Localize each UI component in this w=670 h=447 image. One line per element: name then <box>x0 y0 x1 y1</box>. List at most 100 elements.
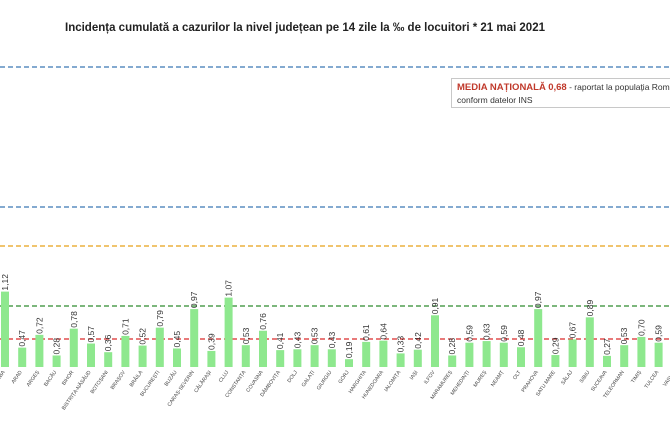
category-label-0: ALBA <box>0 369 7 384</box>
value-label-1: 0,47 <box>17 330 27 347</box>
value-label-35: 0,27 <box>602 338 612 355</box>
value-label-34: 0,89 <box>585 300 595 317</box>
value-label-6: 0,36 <box>103 334 113 351</box>
value-label-26: 0,28 <box>447 338 457 355</box>
bar-26 <box>448 355 457 367</box>
bar-33 <box>568 339 577 367</box>
value-label-19: 0,43 <box>327 331 337 348</box>
chart-title: Incidența cumulată a cazurilor la nivel … <box>65 22 545 34</box>
national-average-label: MEDIA NAȚIONALĂ <box>457 82 546 93</box>
category-label-39: VASLUI <box>662 370 670 388</box>
value-label-17: 0,43 <box>292 331 302 348</box>
bar-30 <box>517 347 525 367</box>
bar-1 <box>18 347 27 367</box>
category-label-28: MUREȘ <box>473 369 489 388</box>
category-label-20: GORJ <box>337 369 350 385</box>
bars <box>1 291 663 367</box>
value-label-8: 0,52 <box>138 328 148 345</box>
value-label-10: 0,45 <box>172 331 182 348</box>
bar-8 <box>138 345 147 367</box>
bar-7 <box>121 335 130 367</box>
category-label-12: CĂLĂRAȘI <box>193 369 213 394</box>
value-label-13: 1,07 <box>224 280 234 297</box>
category-label-33: SĂLAJ <box>559 369 574 386</box>
value-label-16: 0,41 <box>275 332 285 349</box>
value-label-22: 0,64 <box>378 323 388 340</box>
bar-6 <box>104 352 113 367</box>
value-label-30: 0,48 <box>516 329 526 346</box>
value-label-11: 0,97 <box>189 291 199 308</box>
bar-17 <box>293 349 302 367</box>
category-label-37: TIMIȘ <box>630 369 643 384</box>
bar-15 <box>259 330 267 367</box>
bar-16 <box>276 350 285 367</box>
bar-28 <box>482 341 491 367</box>
bar-21 <box>362 341 371 367</box>
national-average-source: conform datelor INS <box>457 95 533 105</box>
value-label-24: 0,42 <box>413 332 423 349</box>
value-label-0: 1,12 <box>0 274 10 291</box>
bar-9 <box>155 327 164 367</box>
value-labels: 1,12 0,47 0,72 0,28 0,78 0,57 0,36 0,71 0,52 0,79… <box>0 274 664 358</box>
value-label-28: 0,63 <box>482 323 492 340</box>
bar-14 <box>241 345 250 367</box>
category-label-38: TULCEA <box>644 369 661 390</box>
bar-23 <box>396 353 405 367</box>
category-label-34: SIBIU <box>579 370 592 385</box>
bar-24 <box>413 349 422 367</box>
bar-0 <box>1 291 9 367</box>
value-label-29: 0,59 <box>499 325 509 342</box>
category-label-6: BOTOȘANI <box>90 370 110 395</box>
category-label-2: ARGEȘ <box>26 369 42 388</box>
value-label-14: 0,53 <box>241 327 251 344</box>
bar-37 <box>637 336 646 367</box>
bar-22 <box>379 340 388 367</box>
category-label-5: BISTRIȚA-NĂSĂUD <box>60 369 93 411</box>
value-label-18: 0,53 <box>310 327 320 344</box>
category-labels: ALBA ARAD ARGEȘ BACĂU BIHORBISTRIȚA-NĂSĂUDBO… <box>0 369 670 412</box>
bar-20 <box>345 359 353 367</box>
category-label-29: NEAMȚ <box>490 369 506 388</box>
value-label-20: 0,19 <box>344 341 354 358</box>
value-label-2: 0,72 <box>34 317 44 334</box>
category-label-7: BRAȘOV <box>110 369 128 391</box>
bar-32 <box>551 355 560 367</box>
value-label-5: 0,57 <box>86 326 96 343</box>
value-label-27: 0,59 <box>464 325 474 342</box>
category-label-19: GIURGIU <box>316 370 334 392</box>
bar-2 <box>35 334 44 367</box>
category-label-10: BUZĂU <box>163 369 179 388</box>
bar-18 <box>310 345 319 367</box>
category-label-8: BRĂILA <box>128 369 145 389</box>
category-label-13: CLUJ <box>218 369 231 383</box>
value-label-23: 0,33 <box>396 336 406 353</box>
bar-12 <box>207 350 216 367</box>
value-label-25: 0,91 <box>430 297 440 314</box>
bar-19 <box>327 349 336 367</box>
value-label-12: 0,39 <box>206 333 216 350</box>
bar-27 <box>465 342 474 367</box>
category-label-18: GALAȚI <box>301 370 316 389</box>
value-label-3: 0,28 <box>52 338 62 355</box>
bar-34 <box>585 317 594 367</box>
value-label-15: 0,76 <box>258 313 268 330</box>
bar-5 <box>87 343 95 367</box>
national-average-box: MEDIA NAȚIONALĂ 0,68 - raportat la popul… <box>451 78 670 108</box>
bar-38 <box>654 342 663 367</box>
value-label-7: 0,71 <box>120 318 130 335</box>
bar-11 <box>190 309 199 367</box>
value-label-33: 0,67 <box>568 322 578 339</box>
national-average-text: - raportat la populația Români <box>569 82 670 92</box>
bar-10 <box>173 348 181 367</box>
value-label-21: 0,61 <box>361 324 371 341</box>
value-label-36: 0,53 <box>619 327 629 344</box>
bar-31 <box>534 309 543 367</box>
value-label-32: 0,29 <box>550 337 560 354</box>
category-label-23: IALOMIȚA <box>383 369 402 393</box>
bar-3 <box>52 355 61 367</box>
category-label-30: OLT <box>512 369 523 381</box>
value-label-37: 0,70 <box>636 319 646 336</box>
category-label-4: BIHOR <box>61 370 75 387</box>
category-label-17: DOLJ <box>287 369 300 384</box>
